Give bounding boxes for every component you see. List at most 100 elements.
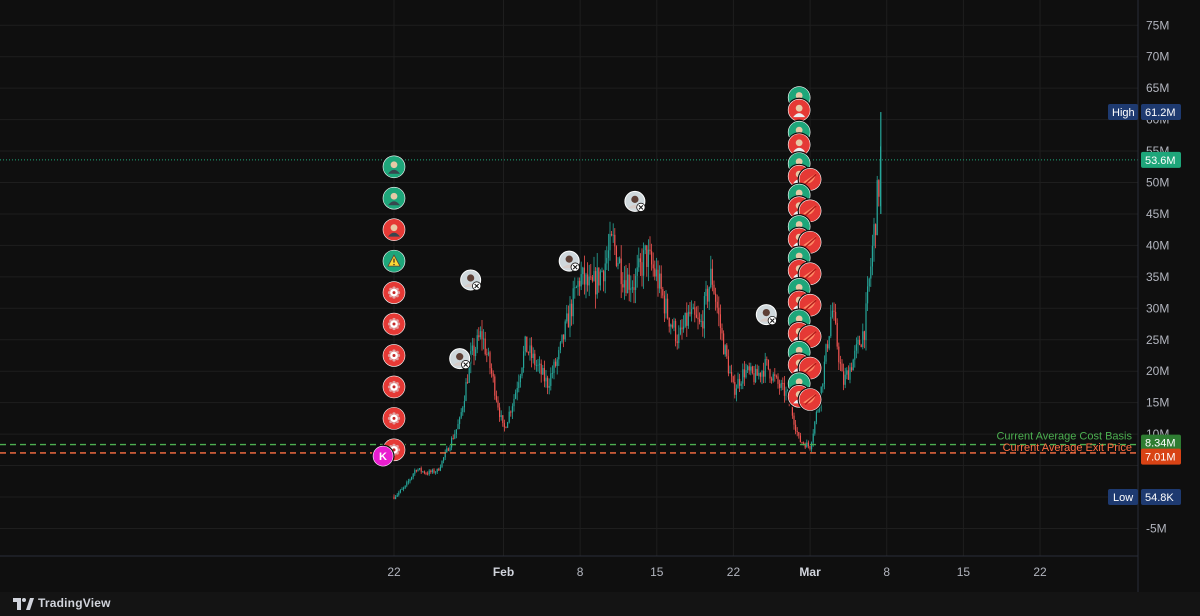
trade-marker-warning-icon[interactable] (381, 248, 407, 274)
candle-body (431, 469, 433, 473)
trade-marker-avatar-man-icon[interactable] (381, 185, 407, 211)
candle-body (483, 338, 485, 340)
y-tick-label: 35M (1146, 270, 1169, 284)
candle-body (475, 349, 477, 357)
candle-body (719, 314, 721, 328)
cost-basis-tag-bg (1141, 434, 1181, 451)
trade-marker-x-social-icon[interactable] (557, 249, 581, 273)
trade-marker-k-letter-icon[interactable]: K (371, 444, 395, 468)
candle-body (419, 468, 421, 470)
candle-body (476, 335, 478, 350)
candle-body (707, 288, 709, 302)
candle-body (430, 470, 432, 473)
y-tick-label: 20M (1146, 364, 1169, 378)
y-tick-label: 70M (1146, 50, 1169, 64)
candle-body (612, 234, 614, 236)
candle-body (491, 368, 493, 374)
candle-body (873, 224, 875, 246)
candle-body (755, 368, 757, 383)
trade-marker-gear-icon[interactable] (381, 405, 407, 431)
trade-marker-avatar-icon[interactable] (786, 132, 812, 158)
candle-body (615, 246, 617, 266)
high-label: High (1112, 107, 1135, 119)
trade-marker-gear-icon[interactable] (381, 342, 407, 368)
time-axis[interactable]: 22 Feb 8 15 22 Mar 8 15 22 (387, 565, 1047, 579)
x-tick-label: 8 (577, 565, 584, 579)
candle-body (550, 373, 552, 386)
candle-body (492, 373, 494, 377)
candle-body (620, 258, 622, 285)
candle-body (537, 364, 539, 366)
trade-marker-fruit-icon[interactable] (797, 292, 823, 318)
candle-body (721, 327, 723, 334)
candle-body (591, 277, 593, 281)
trade-marker-avatar-man-icon[interactable] (381, 154, 407, 180)
candle-body (443, 457, 445, 461)
trade-marker-gear-icon[interactable] (381, 311, 407, 337)
candle-body (455, 429, 457, 434)
candle-body (579, 280, 581, 287)
candle-body (863, 331, 865, 341)
candle-body (793, 415, 795, 425)
candle-body (735, 388, 737, 395)
candle-body (646, 245, 648, 267)
y-tick-label: -5M (1146, 521, 1167, 535)
candle-body (427, 473, 429, 475)
trade-marker-avatar-icon[interactable] (786, 97, 812, 123)
y-tick-label: 30M (1146, 301, 1169, 315)
candle-body (732, 376, 734, 383)
candle-body (489, 352, 491, 369)
candle-body (718, 307, 720, 315)
candle-body (699, 319, 701, 322)
candle-body (673, 320, 675, 328)
candle-body (515, 392, 517, 399)
candle-body (795, 424, 797, 431)
candle-body (804, 443, 806, 448)
candle-body (678, 333, 680, 344)
trade-markers: K (371, 85, 823, 468)
candle-body (835, 311, 837, 324)
trade-marker-x-social-icon[interactable] (754, 303, 778, 327)
candle-body (471, 345, 473, 351)
candle-body (875, 224, 877, 236)
candle-body (398, 492, 400, 495)
candle-body (748, 366, 750, 371)
brand-bar (0, 592, 1200, 616)
candles (393, 112, 882, 500)
candle-body (502, 415, 504, 424)
trade-marker-x-social-icon[interactable] (448, 347, 472, 371)
trade-marker-x-social-icon[interactable] (623, 189, 647, 213)
candle-body (694, 307, 696, 315)
candle-body (787, 390, 789, 391)
candle-body (625, 280, 627, 293)
candle-body (671, 324, 673, 328)
candle-body (503, 423, 505, 428)
tradingview-logo-icon[interactable] (12, 596, 34, 612)
trade-marker-avatar-man-icon[interactable] (381, 217, 407, 243)
candle-body (439, 467, 441, 471)
candle-body (739, 378, 741, 386)
candle-body (563, 334, 565, 340)
candle-body (487, 352, 489, 355)
candle-body (593, 271, 595, 281)
candle-body (731, 372, 733, 377)
candle-body (604, 263, 606, 282)
candle-body (393, 496, 395, 500)
trade-marker-gear-icon[interactable] (381, 374, 407, 400)
candle-body (876, 180, 878, 236)
candle-body (681, 327, 683, 330)
candle-body (403, 487, 405, 489)
trade-marker-fruit-icon[interactable] (797, 387, 823, 413)
candle-body (558, 350, 560, 360)
candle-body (468, 363, 470, 383)
candle-body (588, 276, 590, 286)
trade-marker-x-social-icon[interactable] (459, 268, 483, 292)
trade-marker-gear-icon[interactable] (381, 280, 407, 306)
candle-body (556, 359, 558, 366)
x-tick-label: 22 (387, 565, 401, 579)
candle-body (825, 344, 827, 362)
candle-body (521, 367, 523, 376)
brand-name[interactable]: TradingView (38, 596, 111, 610)
candle-body (499, 407, 501, 417)
